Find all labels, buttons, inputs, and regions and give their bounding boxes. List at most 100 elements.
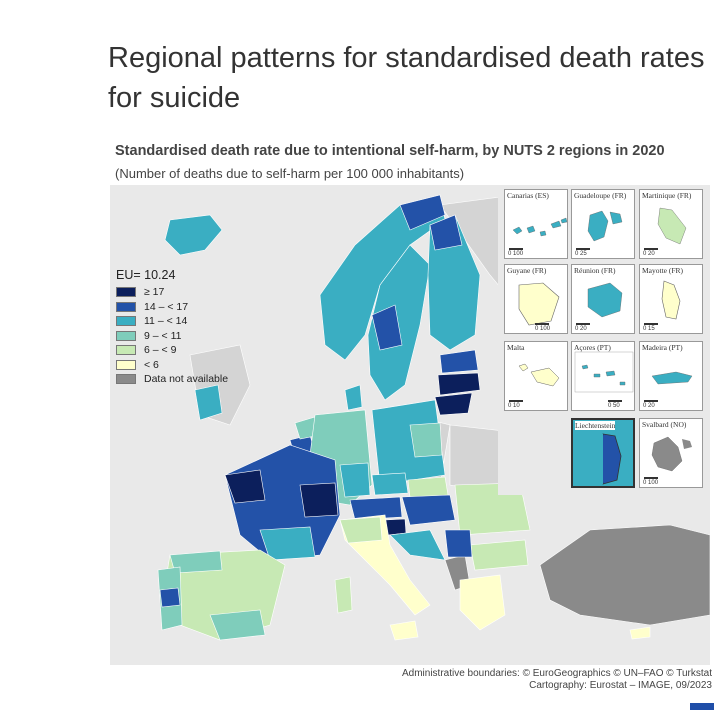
scale-start: 0 [643, 251, 647, 257]
scale-end: 10 [513, 403, 520, 409]
sweden-shape [367, 244, 431, 401]
scale-start: 0 [643, 403, 647, 409]
latvia-shape [437, 372, 481, 396]
serbia-shape [444, 529, 473, 558]
scale-start: 0 [535, 326, 539, 332]
map-legend: EU= 10.24 ≥ 17 14 – < 17 11 – < 14 9 – <… [116, 268, 228, 387]
map-subtitle: (Number of deaths due to self-harm per 1… [115, 166, 465, 181]
scale-start: 0 [608, 403, 612, 409]
inset-madeira[interactable]: Madeira (PT) 0 20 [639, 341, 703, 411]
inset-label: Liechtenstein [575, 421, 616, 430]
inset-guyane[interactable]: Guyane (FR) 0 100 [504, 264, 568, 334]
scale-start: 0 [643, 326, 647, 332]
inset-liechtenstein[interactable]: Liechtenstein [571, 418, 635, 488]
andalusia-shape [209, 609, 266, 641]
legend-label: Data not available [144, 373, 229, 386]
decorative-bar [690, 703, 714, 710]
scale-end: 100 [648, 480, 659, 486]
cyprus-shape [629, 626, 651, 640]
slovakia-shape [407, 476, 449, 498]
iceland-shape [164, 214, 223, 256]
legend-label: < 6 [144, 358, 159, 371]
finland-north-shape [429, 214, 463, 251]
legend-row: ≥ 17 [116, 285, 228, 300]
inset-svalbard[interactable]: Svalbard (NO) 0 100 [639, 418, 703, 488]
ireland-shape [194, 384, 223, 421]
legend-swatch [116, 316, 136, 327]
inset-label: Mayotte (FR) [642, 266, 684, 275]
inset-guadeloupe[interactable]: Guadeloupe (FR) 0 25 [571, 189, 635, 259]
bulgaria-shape [469, 539, 529, 571]
czechia-shape [371, 472, 409, 496]
scale-end: 50 [613, 403, 620, 409]
legend-row: 6 – < 9 [116, 343, 228, 358]
inset-label: Malta [507, 343, 525, 352]
scale-start: 0 [508, 403, 512, 409]
scale-end: 100 [540, 326, 551, 332]
lisbon-shape [159, 587, 181, 608]
scale-end: 100 [513, 251, 524, 257]
germany-south-shape [339, 462, 371, 498]
spain-north-shape [169, 550, 223, 574]
inset-canarias[interactable]: Canarias (ES) 0 100 [504, 189, 568, 259]
inset-malta[interactable]: Malta 0 10 [504, 341, 568, 411]
legend-header: EU= 10.24 [116, 268, 176, 282]
legend-swatch [116, 359, 136, 370]
italy-north-shape [339, 516, 383, 544]
legend-swatch [116, 330, 136, 341]
inset-label: Madeira (PT) [642, 343, 683, 352]
inset-label: Guyane (FR) [507, 266, 547, 275]
france-east-shape [299, 482, 339, 518]
scale-start: 0 [575, 251, 579, 257]
legend-row: 14 – < 17 [116, 300, 228, 315]
sweden-mid-shape [371, 304, 403, 351]
legend-row: Data not available [116, 372, 228, 387]
turkey-shape [539, 524, 710, 626]
france-south-shape [259, 526, 316, 561]
scale-end: 25 [580, 251, 587, 257]
legend-row: < 6 [116, 358, 228, 373]
inset-reunion[interactable]: Réunion (FR) 0 20 [571, 264, 635, 334]
inset-mayotte[interactable]: Mayotte (FR) 0 15 [639, 264, 703, 334]
greece-shape [459, 574, 506, 631]
sicily-shape [389, 620, 419, 641]
legend-label: 9 – < 11 [144, 329, 182, 342]
scale-start: 0 [643, 480, 647, 486]
credits-boundaries: Administrative boundaries: © EuroGeograp… [401, 668, 712, 679]
denmark-shape [344, 384, 363, 411]
legend-swatch [116, 374, 136, 385]
scale-end: 20 [580, 326, 587, 332]
map-credits: Administrative boundaries: © EuroGeograp… [402, 668, 712, 692]
legend-swatch [116, 287, 136, 298]
inset-label: Réunion (FR) [574, 266, 616, 275]
brittany-shape [224, 469, 266, 504]
inset-acores[interactable]: Açores (PT) 0 50 [571, 341, 635, 411]
inset-label: Guadeloupe (FR) [574, 191, 627, 200]
poland-shape [371, 399, 446, 486]
page-title: Regional patterns for standardised death… [108, 42, 705, 114]
legend-label: 6 – < 9 [144, 344, 177, 357]
scale-start: 0 [508, 251, 512, 257]
scale-start: 0 [575, 326, 579, 332]
legend-swatch [116, 345, 136, 356]
northern-norway-shape [399, 194, 446, 231]
croatia-shape [389, 529, 446, 561]
hungary-shape [401, 494, 456, 526]
legend-row: 9 – < 11 [116, 329, 228, 344]
sardinia-shape [334, 576, 353, 614]
inset-label: Açores (PT) [574, 343, 611, 352]
scale-end: 20 [648, 403, 655, 409]
inset-martinique[interactable]: Martinique (FR) 0 20 [639, 189, 703, 259]
inset-label: Svalbard (NO) [642, 420, 687, 429]
legend-label: ≥ 17 [144, 286, 165, 299]
scale-end: 15 [648, 326, 655, 332]
map-title: Standardised death rate due to intention… [115, 143, 665, 159]
inset-label: Canarias (ES) [507, 191, 549, 200]
legend-swatch [116, 301, 136, 312]
legend-label: 14 – < 17 [144, 300, 189, 313]
inset-label: Martinique (FR) [642, 191, 692, 200]
legend-label: 11 – < 14 [144, 315, 188, 328]
legend-row: 11 – < 14 [116, 314, 228, 329]
poland-east-shape [409, 422, 443, 458]
austria-shape [349, 496, 403, 521]
